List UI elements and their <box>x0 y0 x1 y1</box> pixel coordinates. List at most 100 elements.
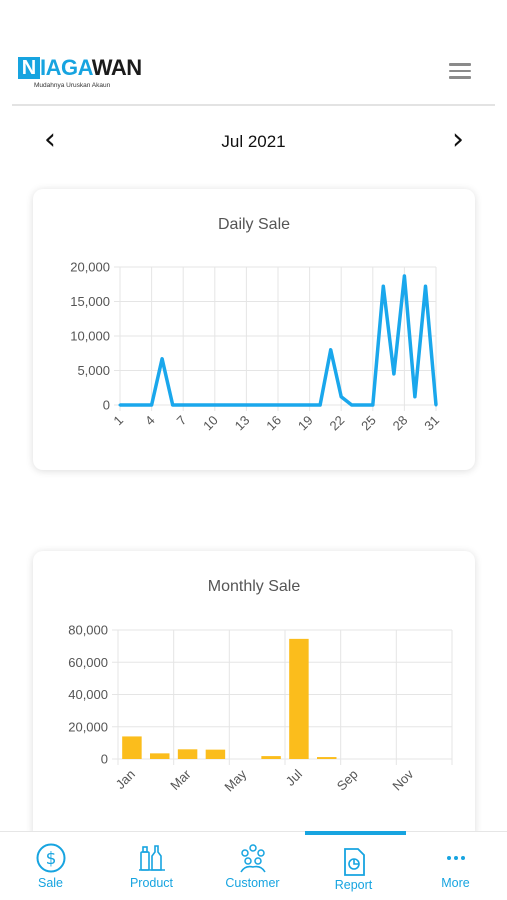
daily-sale-point <box>213 403 217 407</box>
daily-sale-point <box>244 403 248 407</box>
month-label: Jul 2021 <box>221 132 286 151</box>
monthly-sale-bar <box>177 749 198 759</box>
logo-dark-text: WAN <box>91 55 142 80</box>
daily-sale-point <box>192 403 196 407</box>
daily-sale-chart: 0 5,000 10,000 15,000 20,000 1 4 7 10 13 16 19 22 25 2… <box>70 260 442 434</box>
nav-item-report[interactable]: Report <box>303 832 404 900</box>
niagawan-logo: N IAGAWAN Mudahnya Uruskan Akaun <box>18 56 142 89</box>
daily-sale-point <box>360 403 364 407</box>
daily-sale-point <box>234 403 238 407</box>
x-tick-label: 13 <box>232 413 253 434</box>
next-month-button[interactable]: › <box>452 122 464 157</box>
nav-label-sale: Sale <box>37 876 64 890</box>
x-tick-label: 7 <box>174 413 190 429</box>
x-tick-label: 4 <box>142 413 158 429</box>
x-tick-label: 16 <box>263 413 284 434</box>
x-tick-label: 31 <box>421 413 442 434</box>
nav-label-more: More <box>441 876 470 890</box>
y-tick-label: 0 <box>103 398 110 413</box>
x-tick-label: 19 <box>295 413 316 434</box>
y-tick-label: 10,000 <box>70 329 110 344</box>
daily-sale-point <box>160 357 164 361</box>
daily-sale-point <box>392 372 396 376</box>
x-tick-label: Mar <box>167 766 194 793</box>
bottles-icon <box>139 845 165 871</box>
monthly-sale-bar <box>317 757 337 759</box>
x-tick-label: May <box>221 766 249 794</box>
x-tick-label: Jul <box>283 766 305 788</box>
nav-item-sale[interactable]: $ Sale <box>0 832 101 900</box>
y-tick-label: 0 <box>101 752 108 767</box>
daily-sale-point <box>202 403 206 407</box>
daily-sale-point <box>276 403 280 407</box>
x-tick-label: 28 <box>390 413 411 434</box>
monthly-sale-bar <box>122 736 142 759</box>
daily-sale-point <box>381 284 385 288</box>
y-tick-label: 20,000 <box>68 719 108 734</box>
more-dots-icon <box>447 856 465 860</box>
x-tick-label: 1 <box>110 413 126 429</box>
x-tick-label: 22 <box>326 413 347 434</box>
daily-sale-point <box>339 395 343 399</box>
daily-sale-point <box>434 403 438 407</box>
y-tick-label: 20,000 <box>70 260 110 275</box>
monthly-sale-bar <box>261 756 281 759</box>
app-header: N IAGAWAN Mudahnya Uruskan Akaun <box>0 0 507 107</box>
x-tick-label: Jan <box>113 767 138 792</box>
y-tick-label: 40,000 <box>68 687 108 702</box>
y-tick-label: 5,000 <box>77 363 110 378</box>
header-divider <box>12 104 495 106</box>
daily-sale-point <box>350 403 354 407</box>
nav-label-report: Report <box>334 878 373 892</box>
daily-sale-point <box>308 403 312 407</box>
active-tab-indicator <box>305 831 406 835</box>
daily-sale-point <box>139 403 143 407</box>
month-navigator: ‹ Jul 2021 › <box>0 125 507 159</box>
svg-text:$: $ <box>46 849 57 869</box>
x-tick-label: Nov <box>389 766 416 793</box>
daily-sale-card: Daily Sale 0 5,000 10,000 15,000 20,000 1 4 7 10… <box>33 189 475 470</box>
nav-item-product[interactable]: Product <box>101 832 202 900</box>
nav-item-more[interactable]: More <box>405 832 506 900</box>
y-tick-label: 60,000 <box>68 655 108 670</box>
daily-sale-point <box>371 403 375 407</box>
logo-box-letter: N <box>18 57 40 79</box>
daily-sale-point <box>171 403 175 407</box>
logo-tagline: Mudahnya Uruskan Akaun <box>34 82 111 89</box>
daily-sale-point <box>129 403 133 407</box>
daily-sale-point <box>318 403 322 407</box>
daily-sale-point <box>118 403 122 407</box>
daily-sale-point <box>287 403 291 407</box>
monthly-sale-title: Monthly Sale <box>207 578 301 595</box>
monthly-sale-card: Monthly Sale 0 20,000 40,000 60,000 80,000 Ja… <box>33 551 475 841</box>
people-group-icon <box>240 844 266 873</box>
nav-label-customer: Customer <box>225 876 280 890</box>
x-tick-label: 25 <box>358 413 379 434</box>
daily-sale-point <box>265 403 269 407</box>
monthly-sale-bar <box>289 638 309 759</box>
monthly-sale-bar <box>150 753 170 759</box>
daily-sale-point <box>423 284 427 288</box>
y-tick-label: 15,000 <box>70 294 110 309</box>
dollar-circle-icon: $ <box>36 843 66 873</box>
x-tick-label: 10 <box>200 413 221 434</box>
logo-blue-text: IAGA <box>40 55 92 80</box>
daily-sale-point <box>223 403 227 407</box>
daily-sale-title: Daily Sale <box>217 216 291 233</box>
previous-month-button[interactable]: ‹ <box>44 122 56 157</box>
daily-sale-point <box>413 395 417 399</box>
x-tick-label: Sep <box>334 767 361 794</box>
daily-sale-point <box>181 403 185 407</box>
bottom-navigation: $ Sale Product Customer Report <box>0 831 507 900</box>
daily-sale-point <box>329 348 333 352</box>
nav-label-product: Product <box>129 876 174 890</box>
daily-sale-point <box>402 274 406 278</box>
nav-item-customer[interactable]: Customer <box>202 832 303 900</box>
monthly-sale-chart: 0 20,000 40,000 60,000 80,000 Jan Mar May Jul Sep… <box>68 623 453 794</box>
hamburger-menu-icon[interactable] <box>449 63 471 79</box>
daily-sale-point <box>297 403 301 407</box>
daily-sale-point <box>255 403 259 407</box>
y-tick-label: 80,000 <box>68 623 108 638</box>
daily-sale-point <box>150 403 154 407</box>
report-document-icon <box>344 848 365 876</box>
